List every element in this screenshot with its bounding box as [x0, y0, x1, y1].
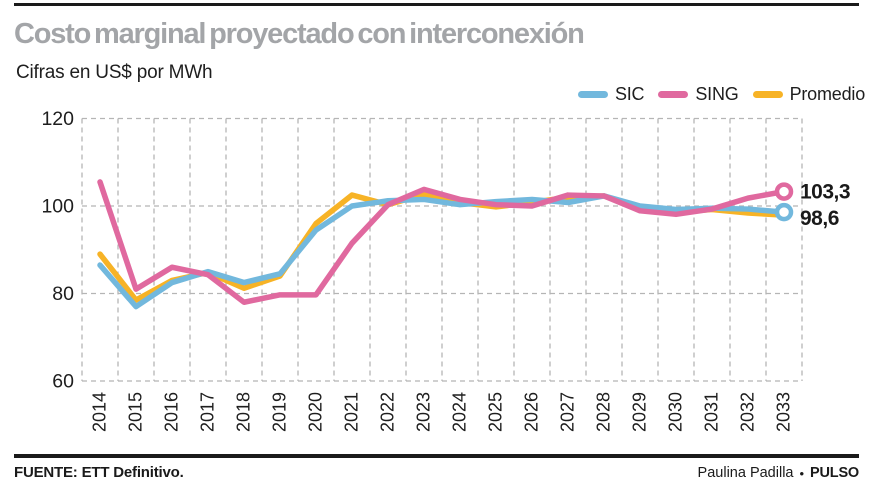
- x-tick-label: 2027: [557, 392, 577, 432]
- chart-subtitle: Cifras en US$ por MWh: [16, 62, 213, 83]
- page-title: Costo marginal proyectado con interconex…: [14, 18, 585, 50]
- x-tick-label: 2021: [341, 392, 361, 432]
- x-tick-label: 2017: [197, 392, 217, 432]
- legend-swatch-sing-icon: [658, 91, 689, 98]
- bullet-separator-icon: •: [799, 465, 805, 481]
- legend-label-sing: SING: [695, 84, 739, 104]
- x-tick-label: 2016: [161, 392, 181, 432]
- x-tick-label: 2028: [593, 392, 613, 432]
- x-tick-label: 2018: [233, 392, 253, 432]
- series-line-sing: [97, 179, 787, 305]
- legend-item-promedio: Promedio: [752, 84, 866, 105]
- legend-label-sic: SIC: [614, 84, 645, 104]
- top-rule: [14, 3, 859, 6]
- byline: Paulina Padilla • PULSO: [697, 465, 860, 481]
- footer-rule: [14, 454, 859, 458]
- publication-brand: PULSO: [810, 465, 859, 481]
- author-name: Paulina Padilla: [697, 465, 794, 481]
- x-tick-label: 2031: [701, 392, 721, 432]
- x-tick-label: 2026: [521, 392, 541, 432]
- legend-swatch-promedio-icon: [752, 91, 783, 98]
- x-tick-label: 2025: [485, 392, 505, 432]
- x-tick-label: 2022: [377, 392, 397, 432]
- legend-label-promedio: Promedio: [789, 84, 866, 104]
- x-tick-label: 2033: [773, 392, 793, 432]
- legend-item-sing: SING: [658, 84, 739, 105]
- source-note: FUENTE: ETT Definitivo.: [14, 464, 184, 481]
- x-tick-label: 2032: [737, 392, 757, 432]
- y-tick-label: 120: [41, 108, 74, 130]
- x-tick-label: 2020: [305, 392, 325, 432]
- series-line-sic: [97, 193, 787, 310]
- x-tick-label: 2023: [413, 392, 433, 432]
- legend-swatch-sic-icon: [577, 91, 608, 98]
- y-tick-label: 100: [41, 196, 74, 218]
- y-tick-label: 80: [52, 283, 74, 305]
- chart-legend: SIC SING Promedio: [577, 84, 866, 105]
- x-tick-label: 2019: [269, 392, 289, 432]
- end-value-label-sing: 103,3: [800, 181, 850, 204]
- legend-item-sic: SIC: [577, 84, 645, 105]
- end-value-label-sic: 98,6: [800, 207, 839, 230]
- x-tick-label: 2024: [449, 392, 469, 432]
- end-marker-sic: [774, 202, 794, 222]
- x-tick-label: 2015: [125, 392, 145, 432]
- x-tick-label: 2030: [665, 392, 685, 432]
- end-marker-sing: [774, 182, 794, 201]
- x-tick-label: 2014: [89, 392, 109, 432]
- y-tick-label: 60: [52, 371, 74, 393]
- x-tick-label: 2029: [629, 392, 649, 432]
